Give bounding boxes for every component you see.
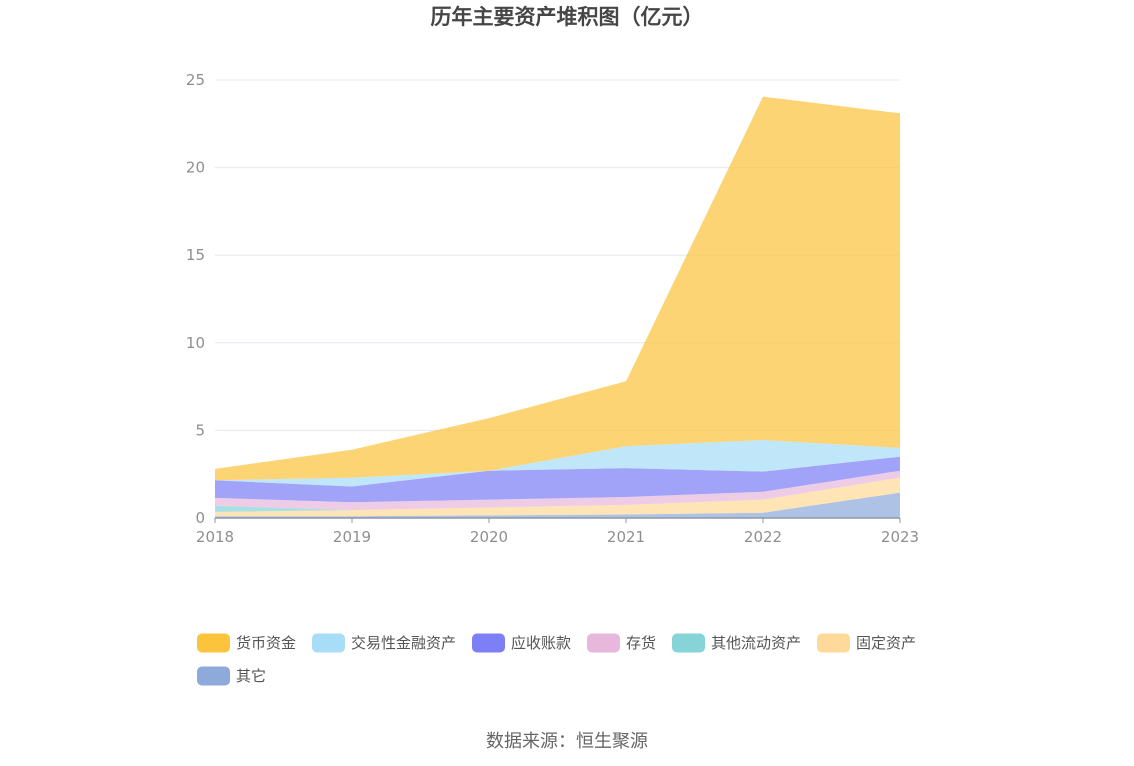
- legend-label: 其他流动资产: [711, 634, 801, 652]
- legend-item[interactable]: 存货: [587, 633, 656, 653]
- axis-layer: 0 5 10 15 20 25 2018 2019 2020 2021 2022 2023: [186, 71, 919, 546]
- area-series-0: [215, 492, 900, 518]
- legend-item[interactable]: 固定资产: [817, 633, 916, 653]
- y-tick-label: 5: [195, 421, 205, 439]
- legend-label: 存货: [626, 634, 656, 652]
- source-note: 数据来源：恒生聚源: [486, 731, 648, 752]
- y-tick-label: 20: [186, 159, 205, 177]
- legend-label: 应收账款: [511, 634, 571, 652]
- y-tick-label: 0: [195, 509, 205, 527]
- legend-item[interactable]: 其他流动资产: [672, 633, 801, 653]
- area-layer: [215, 96, 900, 518]
- chart-title: 历年主要资产堆积图（亿元）: [431, 5, 704, 29]
- legend-item[interactable]: 交易性金融资产: [312, 633, 456, 653]
- x-tick-label: 2018: [196, 528, 234, 546]
- area-series-3: [215, 470, 900, 511]
- y-tick-label: 25: [186, 71, 205, 89]
- legend-label: 其它: [236, 667, 266, 685]
- legend-item[interactable]: 应收账款: [472, 633, 571, 653]
- legend-swatch: [587, 633, 620, 653]
- legend-swatch: [472, 633, 505, 653]
- legend-label: 固定资产: [856, 634, 916, 652]
- x-tick-label: 2019: [333, 528, 371, 546]
- x-tick-label: 2023: [881, 528, 919, 546]
- x-tick-label: 2021: [607, 528, 645, 546]
- y-tick-label: 15: [186, 246, 205, 264]
- legend-label: 货币资金: [236, 634, 296, 652]
- area-series-5: [215, 440, 900, 487]
- x-tick-label: 2022: [744, 528, 782, 546]
- legend-item[interactable]: 货币资金: [197, 633, 296, 653]
- area-series-1: [215, 477, 900, 517]
- legend-swatch: [817, 633, 850, 653]
- y-tick-label: 10: [186, 334, 205, 352]
- legend-swatch: [197, 633, 230, 653]
- legend-item[interactable]: 其它: [197, 666, 266, 686]
- legend-label: 交易性金融资产: [351, 634, 456, 652]
- area-series-2: [215, 477, 900, 512]
- legend-swatch: [672, 633, 705, 653]
- legend-swatch: [197, 666, 230, 686]
- area-series-4: [215, 456, 900, 503]
- area-series-6: [215, 96, 900, 481]
- legend-swatch: [312, 633, 345, 653]
- x-tick-label: 2020: [470, 528, 508, 546]
